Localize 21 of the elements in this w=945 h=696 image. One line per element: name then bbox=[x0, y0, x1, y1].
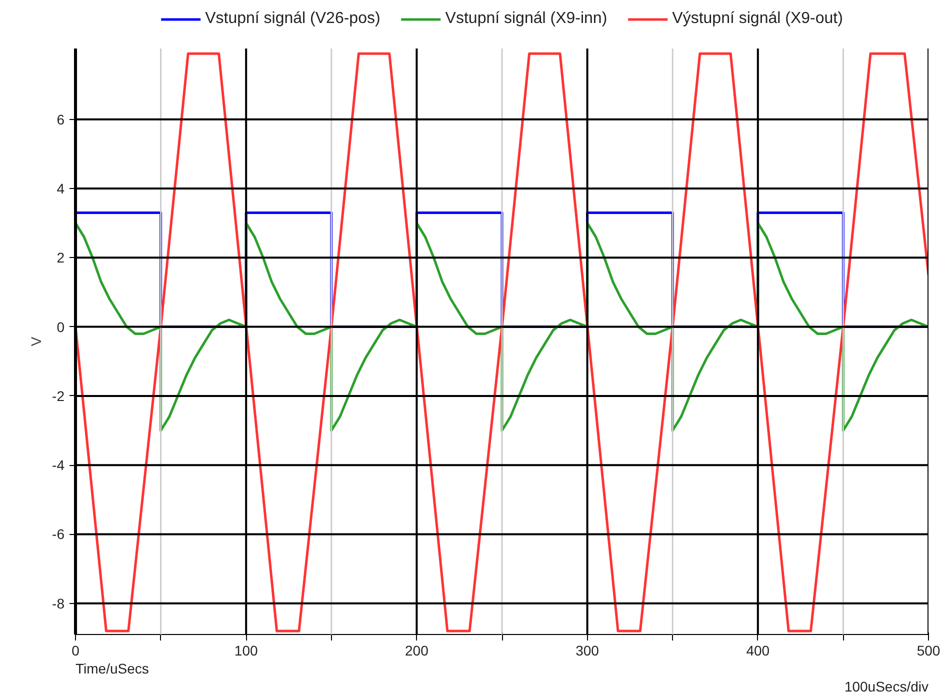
y-tick-label: -8 bbox=[52, 595, 65, 612]
legend-label: Vstupní signál (X9-inn) bbox=[445, 10, 608, 28]
y-tick-label: 2 bbox=[56, 250, 65, 266]
x-tick-label: 400 bbox=[746, 642, 770, 658]
y-tick-label: 6 bbox=[56, 111, 65, 128]
y-tick-label: -2 bbox=[52, 388, 65, 404]
y-tick-label: -6 bbox=[52, 526, 65, 542]
y-tick-label: 4 bbox=[56, 180, 65, 197]
x-axis-title: Time/uSecs bbox=[76, 660, 149, 676]
x-tick-label: 500 bbox=[916, 642, 940, 658]
legend-label: Výstupní signál (X9-out) bbox=[672, 10, 843, 28]
line-series bbox=[76, 222, 928, 432]
x-tick-label: 0 bbox=[72, 642, 80, 658]
x-tick-label: 300 bbox=[576, 642, 600, 658]
text: 100uSecs/div bbox=[844, 678, 929, 694]
y-tick-label: 0 bbox=[56, 318, 65, 335]
y-tick-label: -4 bbox=[52, 457, 65, 474]
x-tick-label: 200 bbox=[405, 642, 429, 658]
legend-label: Vstupní signál (V26-pos) bbox=[205, 10, 380, 28]
y-axis-title: V bbox=[28, 336, 44, 346]
x-tick-label: 100 bbox=[234, 642, 258, 658]
